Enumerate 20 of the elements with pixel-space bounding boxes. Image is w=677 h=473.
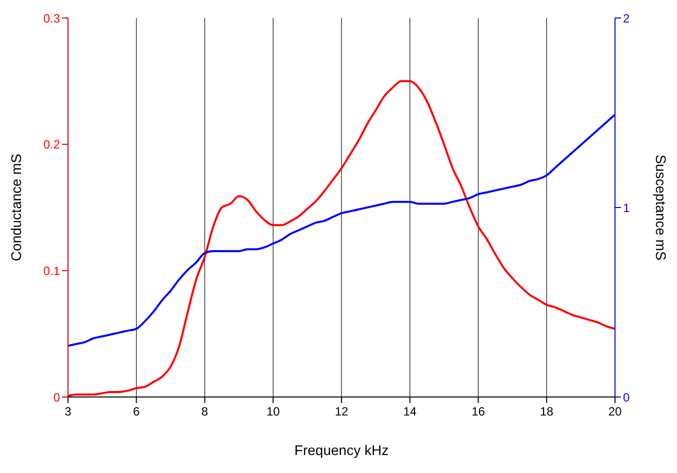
x-tick-label: 3 — [64, 404, 72, 419]
x-tick-label: 6 — [133, 404, 140, 419]
x-tick-label: 16 — [472, 404, 486, 419]
x-tick-label: 10 — [266, 404, 280, 419]
x-tick-label: 18 — [540, 404, 554, 419]
y-tick-label: 0.1 — [43, 264, 60, 278]
x-tick-label: 8 — [201, 404, 208, 419]
line-series — [67, 114, 616, 347]
y-tick-label: 0.2 — [43, 138, 60, 152]
x-tick-label: 20 — [608, 404, 622, 419]
y-tick-label: 0.3 — [43, 11, 60, 26]
y2-tick-label: 2 — [623, 11, 630, 26]
x-tick-label: 12 — [334, 404, 348, 419]
y-axis-title: Conductance mS — [8, 154, 24, 262]
x-tick-label: 14 — [403, 404, 417, 419]
y2-tick-label: 1 — [623, 200, 630, 215]
y2-tick-label: 0 — [623, 390, 630, 404]
y2-axis-title: Susceptance mS — [653, 154, 670, 260]
x-axis-title: Frequency kHz — [294, 442, 389, 458]
y-tick-label: 0 — [53, 390, 60, 404]
